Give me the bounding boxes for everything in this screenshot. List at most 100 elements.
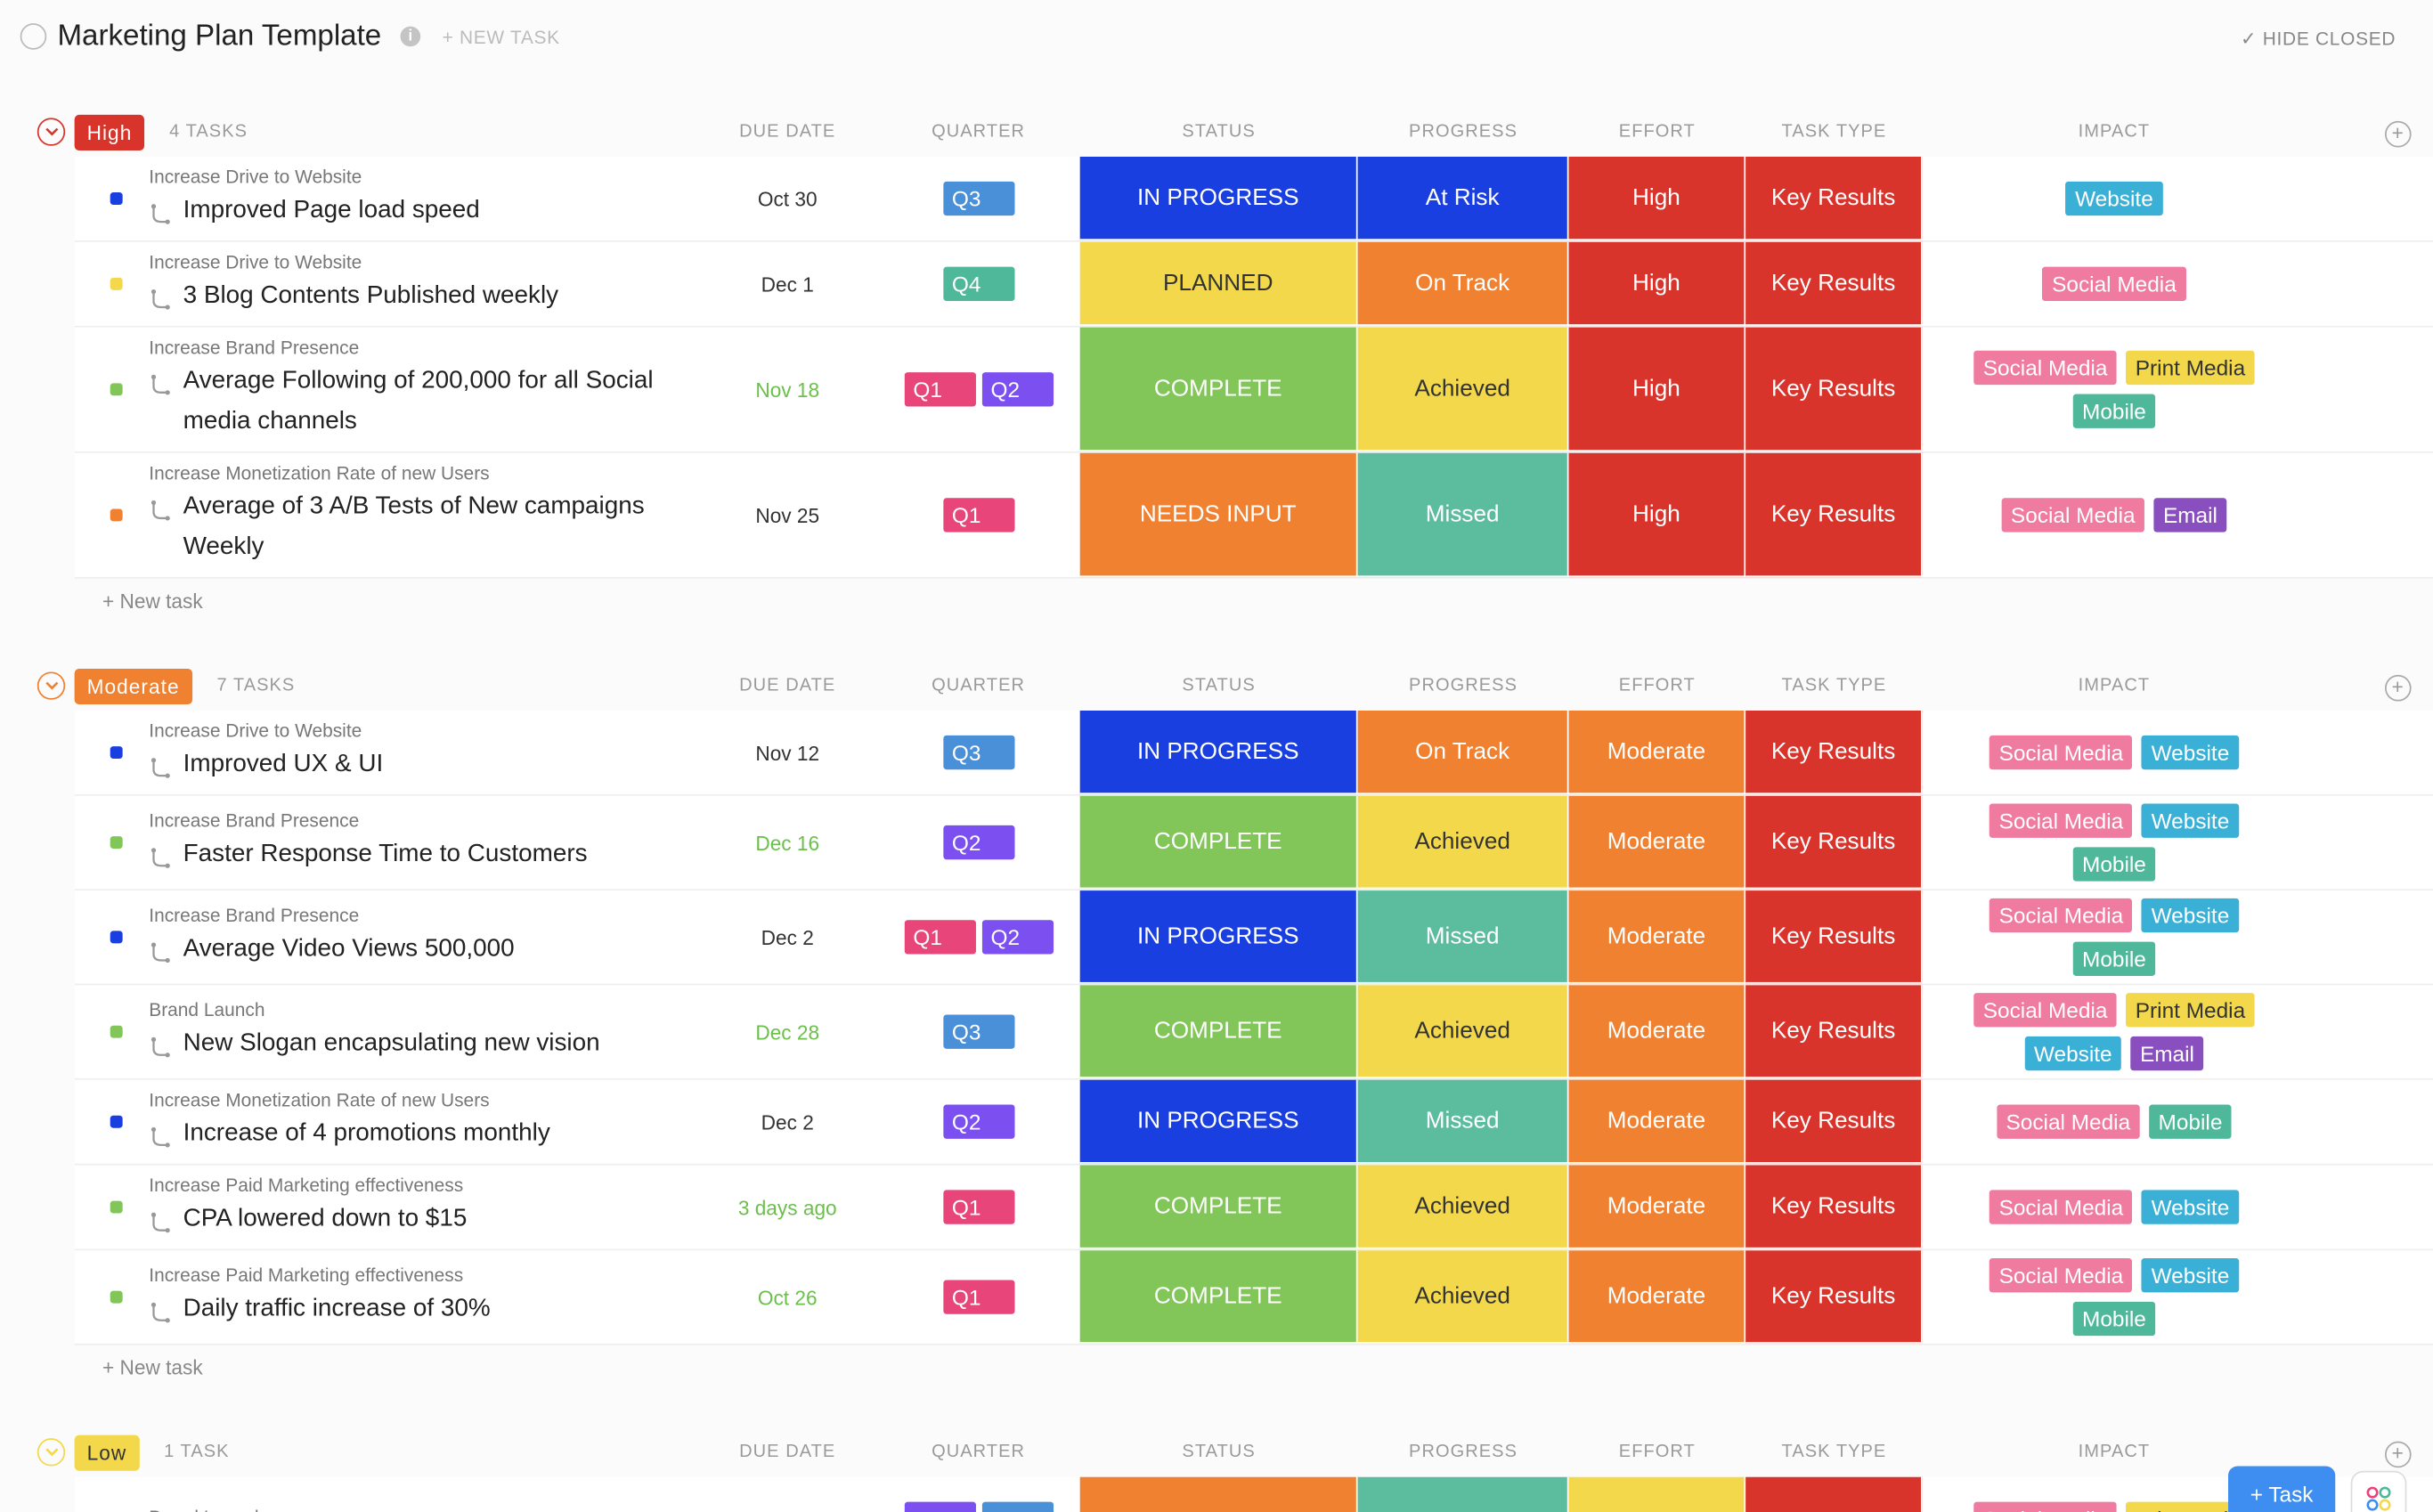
status-cell[interactable]: PLANNED xyxy=(1079,241,1358,326)
quarter-tag[interactable]: Q4 xyxy=(942,266,1014,302)
group-toggle[interactable] xyxy=(37,118,66,146)
info-icon[interactable]: i xyxy=(400,26,421,47)
task-type-cell[interactable]: Key Results xyxy=(1745,1250,1923,1344)
progress-cell[interactable]: Missed xyxy=(1357,890,1569,984)
parent-task[interactable]: Brand Launch xyxy=(149,999,265,1021)
progress-cell[interactable] xyxy=(1357,1476,1569,1512)
column-header[interactable]: IMPACT xyxy=(2078,676,2151,695)
column-header[interactable]: PROGRESS xyxy=(1409,676,1518,695)
column-header[interactable]: STATUS xyxy=(1182,676,1256,695)
due-date[interactable]: Dec 2 xyxy=(761,1110,814,1134)
due-date[interactable]: Dec 28 xyxy=(755,1020,820,1044)
priority-badge[interactable]: Moderate xyxy=(74,668,192,704)
impact-tag[interactable]: Mobile xyxy=(2149,1104,2232,1139)
task-type-cell[interactable]: Key Results xyxy=(1745,795,1923,890)
progress-cell[interactable]: On Track xyxy=(1357,241,1569,326)
status-cell[interactable]: COMPLETE xyxy=(1079,327,1358,452)
due-date[interactable]: Nov 18 xyxy=(755,378,820,402)
task-row[interactable]: Increase Brand Presence Average Following… xyxy=(74,327,2433,453)
task-row[interactable]: Increase Paid Marketing effectiveness CPA… xyxy=(74,1165,2433,1251)
impact-tag[interactable]: Social Media xyxy=(1990,898,2133,933)
impact-tag[interactable]: Mobile xyxy=(2072,941,2156,976)
due-date[interactable]: Dec 1 xyxy=(761,272,814,296)
effort-cell[interactable] xyxy=(1568,1476,1746,1512)
impact-tag[interactable]: Social Media xyxy=(1990,735,2133,770)
column-header[interactable]: DUE DATE xyxy=(739,1443,836,1462)
quarter-tag[interactable]: Q1 xyxy=(942,1190,1014,1224)
priority-badge[interactable]: High xyxy=(74,114,145,150)
add-column[interactable]: + xyxy=(2384,120,2412,148)
impact-tag[interactable]: Email xyxy=(2153,498,2227,532)
column-header[interactable]: PROGRESS xyxy=(1409,122,1518,142)
add-task-fab[interactable]: + Task xyxy=(2228,1466,2336,1512)
impact-tag[interactable]: Website xyxy=(2142,1258,2239,1293)
impact-tag[interactable]: Social Media xyxy=(1990,1258,2133,1293)
add-column[interactable]: + xyxy=(2384,674,2412,702)
due-date[interactable]: Dec 2 xyxy=(761,925,814,949)
column-header[interactable]: STATUS xyxy=(1182,1443,1256,1462)
progress-cell[interactable]: On Track xyxy=(1357,710,1569,795)
parent-task[interactable]: Increase Monetization Rate of new Users xyxy=(149,1089,490,1111)
column-header[interactable]: PROGRESS xyxy=(1409,1443,1518,1462)
column-header[interactable]: DUE DATE xyxy=(739,122,836,142)
status-cell[interactable]: IN PROGRESS xyxy=(1079,156,1358,241)
apps-button[interactable] xyxy=(2350,1470,2407,1512)
task-row[interactable]: Increase Brand Presence Faster Response T… xyxy=(74,795,2433,891)
column-header[interactable]: IMPACT xyxy=(2078,122,2151,142)
status-cell[interactable]: COMPLETE xyxy=(1079,795,1358,890)
task-type-cell[interactable]: Key Results xyxy=(1745,985,1923,1078)
task-row[interactable]: Increase Monetization Rate of new Users A… xyxy=(74,452,2433,579)
status-cell[interactable]: IN PROGRESS xyxy=(1079,890,1358,984)
task-name[interactable]: 3 Blog Contents Published weekly xyxy=(183,282,559,309)
column-header[interactable]: TASK TYPE xyxy=(1781,676,1887,695)
impact-tag[interactable]: Social Media xyxy=(2042,266,2186,302)
progress-cell[interactable]: Achieved xyxy=(1357,327,1569,452)
task-name[interactable]: Daily traffic increase of 30% xyxy=(183,1295,491,1322)
effort-cell[interactable]: Moderate xyxy=(1568,985,1746,1078)
impact-tag[interactable]: Mobile xyxy=(2072,1301,2156,1337)
quarter-tag[interactable]: Q2 xyxy=(981,920,1054,955)
status-cell[interactable]: IN PROGRESS xyxy=(1079,710,1358,795)
parent-task[interactable]: Increase Drive to Website xyxy=(149,719,362,742)
quarter-tag[interactable]: Q3 xyxy=(942,1014,1014,1049)
parent-task[interactable]: Increase Drive to Website xyxy=(149,251,362,273)
impact-tag[interactable]: Print Media xyxy=(2126,993,2255,1028)
task-type-cell[interactable]: Key Results xyxy=(1745,241,1923,326)
impact-tag[interactable]: Website xyxy=(2142,898,2239,933)
due-date[interactable]: Oct 30 xyxy=(757,186,818,211)
effort-cell[interactable]: High xyxy=(1568,327,1746,452)
column-header[interactable]: STATUS xyxy=(1182,122,1256,142)
task-name[interactable]: Average Video Views 500,000 xyxy=(183,935,515,963)
due-date[interactable]: Nov 25 xyxy=(755,503,820,527)
due-date[interactable]: Oct 26 xyxy=(757,1285,818,1309)
impact-tag[interactable]: Website xyxy=(2142,803,2239,838)
task-name[interactable]: Increase of 4 promotions monthly xyxy=(183,1119,550,1147)
quarter-tag[interactable]: Q1 xyxy=(942,498,1014,532)
impact-tag[interactable]: Mobile xyxy=(2072,394,2156,428)
parent-task[interactable]: Increase Brand Presence xyxy=(149,809,360,832)
add-task-link[interactable]: + New task xyxy=(102,589,203,614)
task-name[interactable]: Improved UX & UI xyxy=(183,751,384,777)
task-name[interactable]: Faster Response Time to Customers xyxy=(183,841,588,867)
quarter-tag[interactable]: Q3 xyxy=(942,735,1014,770)
task-name[interactable]: New Slogan encapsulating new vision xyxy=(183,1029,600,1057)
quarter-tag[interactable]: Q2 xyxy=(942,1104,1014,1139)
progress-cell[interactable]: Missed xyxy=(1357,452,1569,578)
progress-cell[interactable]: Achieved xyxy=(1357,1250,1569,1344)
impact-tag[interactable]: Social Media xyxy=(1973,993,2117,1028)
due-date[interactable]: Nov 12 xyxy=(755,740,820,765)
due-date[interactable]: Dec 16 xyxy=(755,831,820,855)
impact-tag[interactable]: Print Media xyxy=(2126,1500,2255,1512)
quarter-tag[interactable]: Q3 xyxy=(942,181,1014,216)
column-header[interactable]: EFFORT xyxy=(1618,122,1696,142)
parent-task[interactable]: Increase Drive to Website xyxy=(149,166,362,188)
task-type-cell[interactable]: Key Results xyxy=(1745,1165,1923,1249)
impact-tag[interactable]: Social Media xyxy=(1973,1500,2117,1512)
impact-tag[interactable]: Social Media xyxy=(2001,498,2145,532)
effort-cell[interactable]: Moderate xyxy=(1568,1250,1746,1344)
parent-task[interactable]: Increase Paid Marketing effectiveness xyxy=(149,1174,464,1197)
task-row[interactable]: Brand Launch New Slogan encapsulating new… xyxy=(74,985,2433,1080)
status-cell[interactable]: COMPLETE xyxy=(1079,1165,1358,1249)
impact-tag[interactable]: Website xyxy=(2142,735,2239,770)
impact-tag[interactable]: Print Media xyxy=(2126,350,2255,386)
